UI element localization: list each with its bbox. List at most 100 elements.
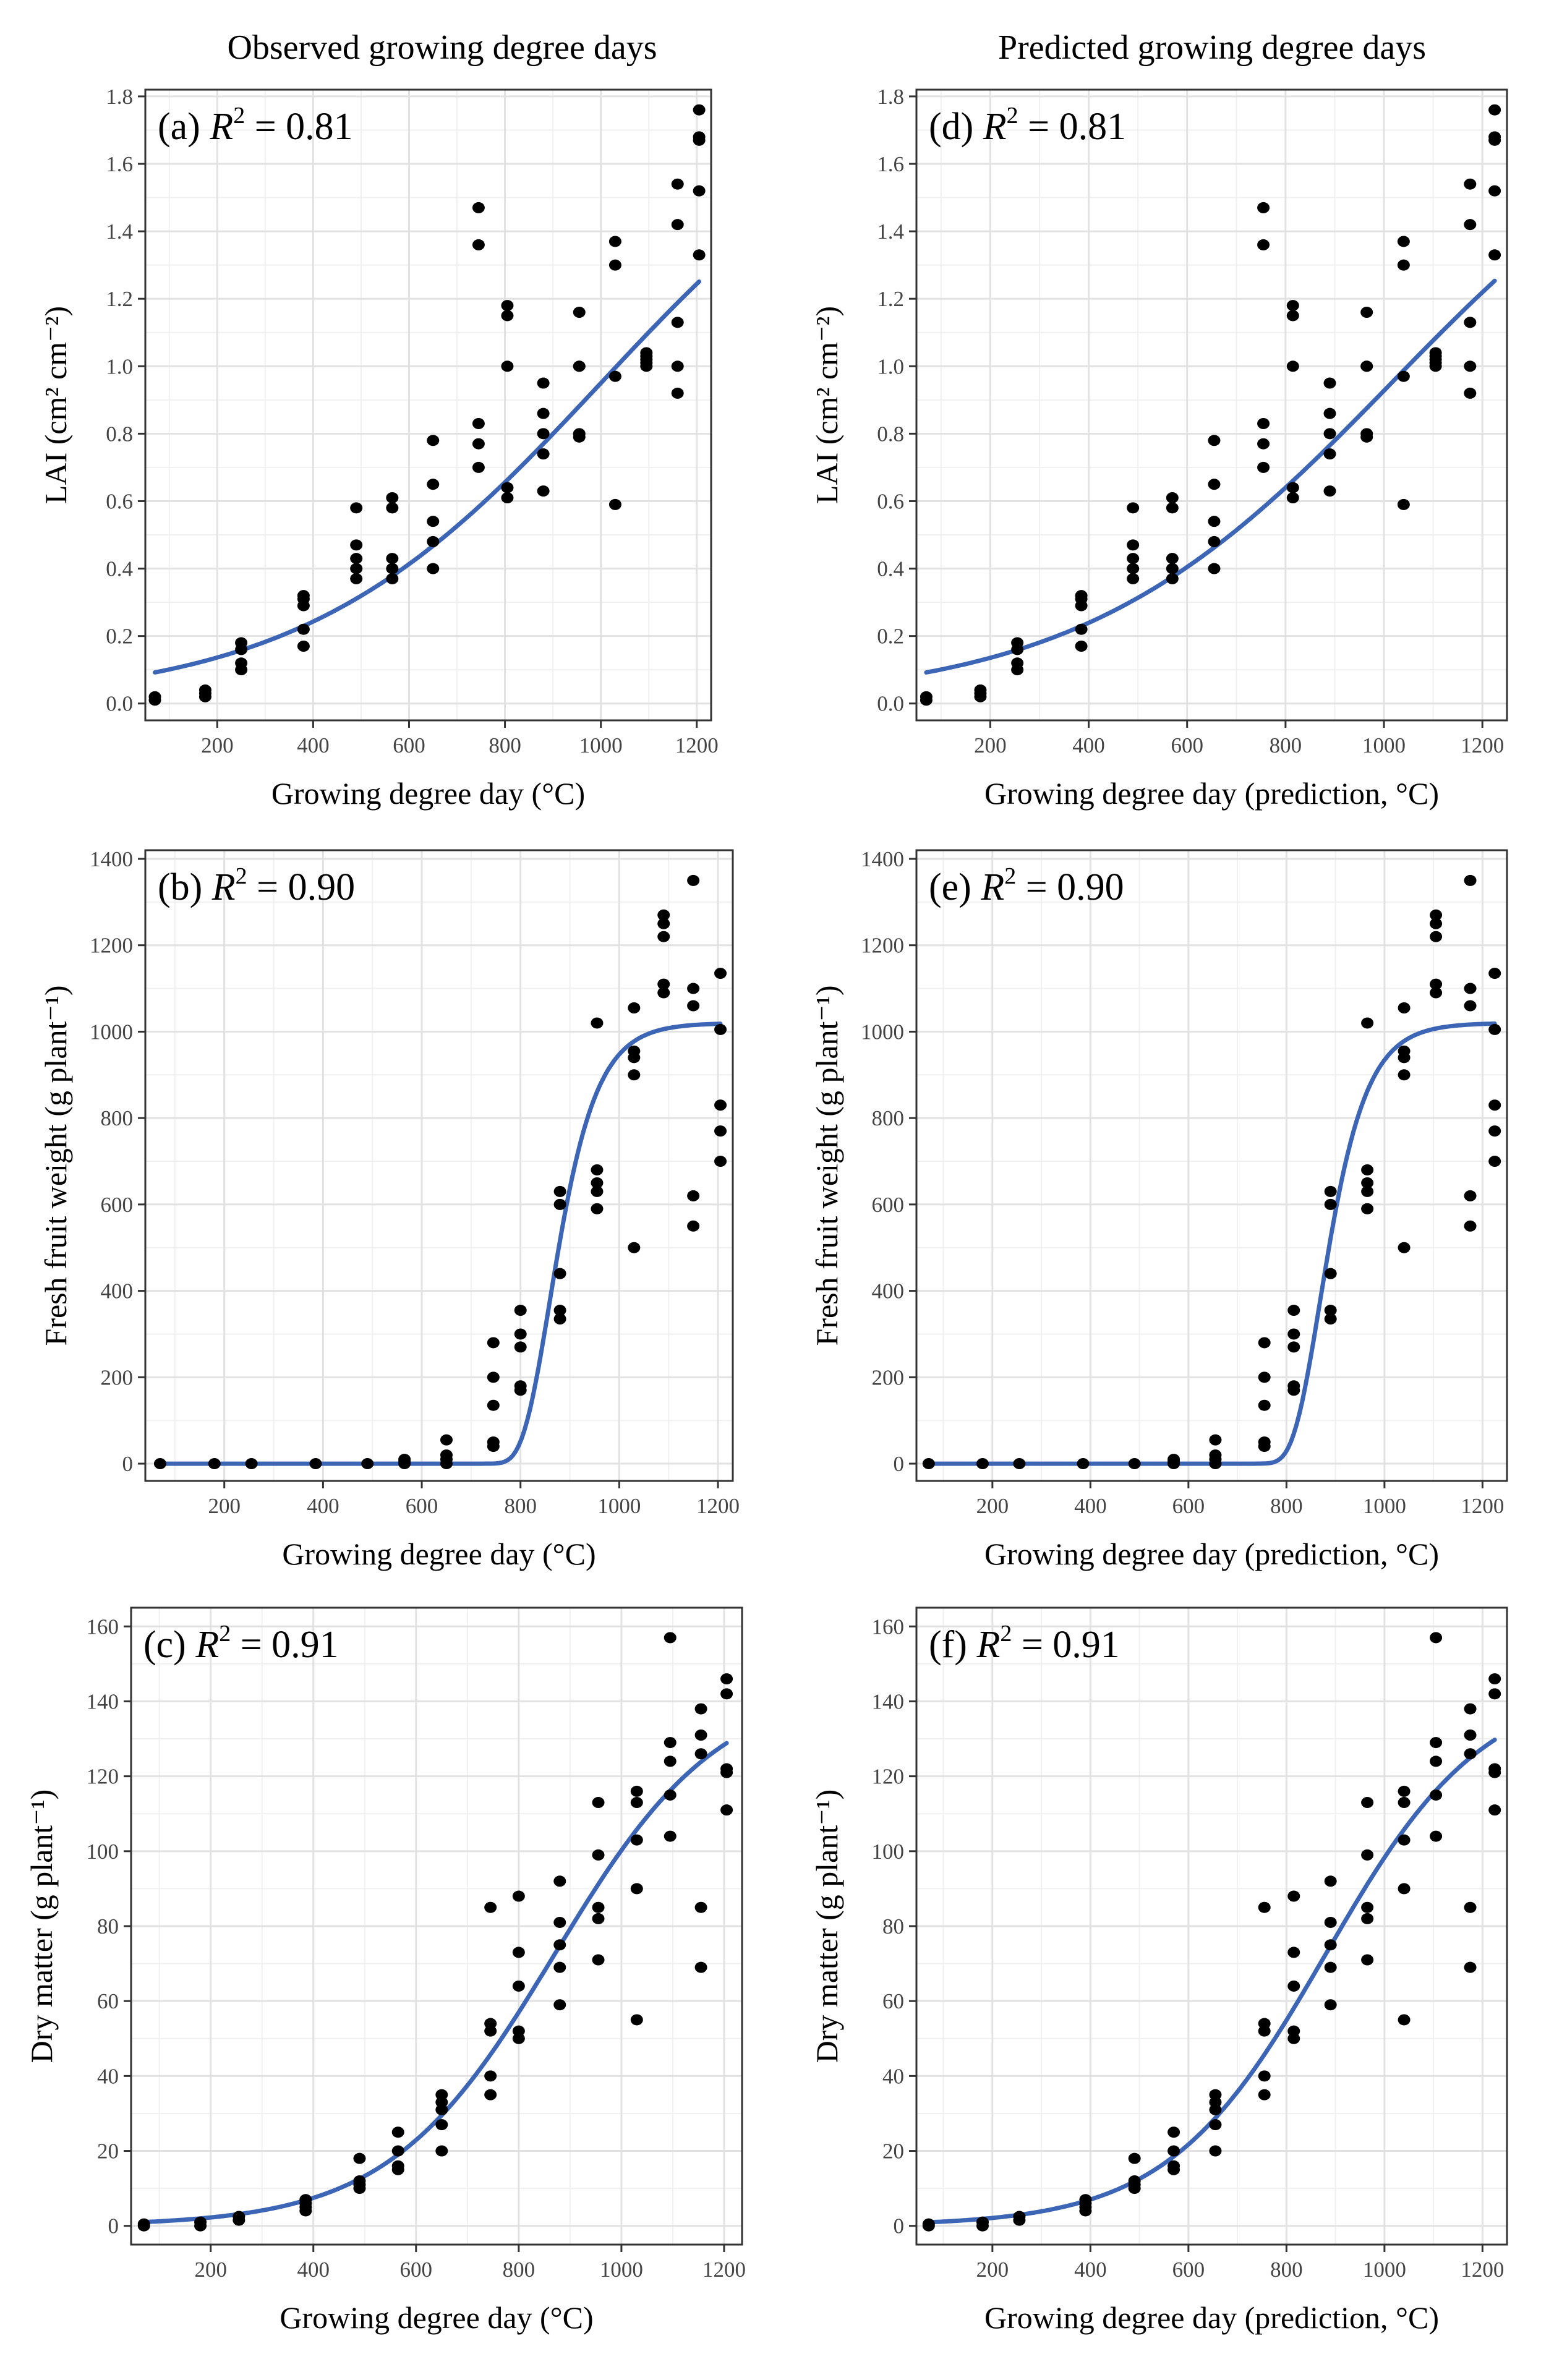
data-point [687,874,700,886]
y-tick-label: 20 [97,2139,119,2164]
y-tick-label: 80 [882,1914,904,1939]
data-point [1398,1785,1411,1797]
data-point [664,1737,677,1749]
data-point [1464,360,1477,372]
y-tick-label: 200 [101,1365,134,1389]
data-point [208,1458,221,1470]
data-point [427,535,440,547]
data-point [714,1156,727,1167]
data-point [1287,1328,1300,1340]
y-tick-label: 0 [894,1452,905,1476]
x-axis-title: Growing degree day (prediction, °C) [984,1537,1439,1571]
plot-frame [915,88,1508,722]
x-tick-label: 1200 [696,1494,740,1518]
data-point [592,1901,605,1913]
y-tick-label: 0 [894,2214,905,2238]
x-tick-label: 1200 [1461,733,1504,757]
data-point [514,1328,527,1340]
y-tick-label: 60 [97,1989,119,2013]
x-tick-label: 1000 [579,733,623,757]
data-point [1430,1737,1443,1749]
data-point [1209,1449,1222,1461]
data-point [1286,360,1299,372]
data-point [1166,502,1179,514]
data-point [350,553,363,565]
data-point [1361,1901,1374,1913]
data-point [922,2218,935,2230]
data-point [1287,1947,1300,1958]
x-tick-label: 200 [974,733,1007,757]
data-point [350,539,363,551]
y-tick-label: 20 [882,2139,904,2164]
x-tick-label: 400 [297,733,330,757]
data-point [687,1220,700,1232]
y-tick-label: 0 [108,2214,119,2238]
y-axis-title: Dry matter (g plant⁻¹) [809,1789,844,2063]
y-tick-label: 160 [872,1614,905,1639]
y-tick-label: 1400 [90,847,133,871]
data-point [671,387,684,399]
data-point [391,2160,404,2172]
data-point [235,637,248,649]
data-point [501,482,514,493]
y-tick-label: 1.0 [877,354,904,378]
data-point [720,1688,733,1700]
data-point [1208,563,1221,574]
data-point [1323,407,1336,419]
data-point [591,1185,604,1197]
data-point [1398,2014,1411,2026]
data-point [1128,1458,1141,1470]
data-point [1430,1632,1443,1644]
column-title-observed: Observed growing degree days [227,28,657,67]
data-point [1286,482,1299,493]
data-point [976,2216,989,2228]
data-point [553,1999,566,2011]
y-tick-label: 1.0 [106,354,133,378]
data-point [1258,2089,1271,2101]
data-point [694,1901,707,1913]
data-point [1361,1913,1374,1924]
data-point [487,1399,500,1411]
data-point [687,1000,700,1012]
data-point [694,1703,707,1715]
data-point [472,239,485,250]
data-point [512,1890,525,1902]
data-point [573,428,586,440]
fit-line [926,1021,1497,1466]
data-point [1488,1023,1501,1035]
data-point [664,1830,677,1842]
y-tick-label: 140 [872,1689,905,1713]
data-point [1430,1789,1443,1801]
data-point [1429,347,1442,359]
data-point [1286,300,1299,312]
y-tick-label: 100 [87,1840,119,1864]
data-point [720,1763,733,1775]
plot-frame [144,849,734,1482]
data-point [1464,1901,1477,1913]
fit-line [153,279,702,675]
data-point [1166,492,1179,503]
x-tick-label: 800 [1270,1494,1303,1518]
data-point [472,418,485,429]
data-point [657,931,670,942]
x-tick-label: 600 [1172,2258,1205,2282]
y-tick-label: 140 [87,1689,119,1713]
data-point [1464,1000,1477,1012]
y-tick-label: 0.4 [877,557,904,581]
data-point [1208,535,1221,547]
data-point [1258,1436,1271,1448]
data-point [1397,236,1410,247]
y-axis-title: Fresh fruit weight (g plant⁻¹) [809,986,844,1346]
y-tick-label: 0.6 [106,489,133,513]
data-point [1324,1961,1337,1973]
data-point [386,553,399,565]
data-point [1430,918,1443,929]
data-point [630,2014,643,2026]
data-point [553,1939,566,1951]
data-point [1430,931,1443,942]
data-point [1361,1797,1374,1809]
data-point [591,1177,604,1188]
y-tick-label: 1.4 [106,220,133,244]
data-point [297,590,310,602]
